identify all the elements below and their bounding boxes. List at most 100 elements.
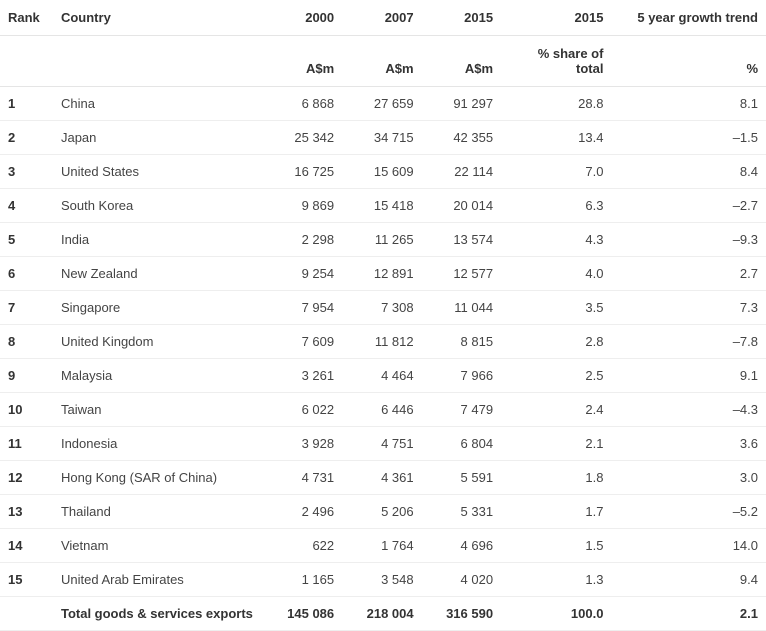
- cell-country: Malaysia: [53, 359, 263, 393]
- cell-2007: 11 265: [342, 223, 421, 257]
- cell-rank: 11: [0, 427, 53, 461]
- cell-country: South Korea: [53, 189, 263, 223]
- cell-2007: 27 659: [342, 87, 421, 121]
- cell-growth: –1.5: [611, 121, 766, 155]
- cell-2007: 12 891: [342, 257, 421, 291]
- table-row: 8United Kingdom7 60911 8128 8152.8–7.8: [0, 325, 766, 359]
- cell-share: 28.8: [501, 87, 611, 121]
- cell-growth: 7.3: [611, 291, 766, 325]
- cell-2000: 7 609: [263, 325, 342, 359]
- cell-country: New Zealand: [53, 257, 263, 291]
- cell-share: 13.4: [501, 121, 611, 155]
- cell-2007: 4 361: [342, 461, 421, 495]
- cell-2015: 11 044: [422, 291, 501, 325]
- cell-2015: 5 591: [422, 461, 501, 495]
- cell-rank: 7: [0, 291, 53, 325]
- cell-country: Singapore: [53, 291, 263, 325]
- cell-growth: 3.6: [611, 427, 766, 461]
- cell-country: Japan: [53, 121, 263, 155]
- cell-rank: 14: [0, 529, 53, 563]
- cell-growth: –4.3: [611, 393, 766, 427]
- cell-2000: 622: [263, 529, 342, 563]
- cell-2007: 15 609: [342, 155, 421, 189]
- cell-rank: 15: [0, 563, 53, 597]
- cell-country: Hong Kong (SAR of China): [53, 461, 263, 495]
- cell-rank: 9: [0, 359, 53, 393]
- cell-share: 2.8: [501, 325, 611, 359]
- cell-2000: 2 298: [263, 223, 342, 257]
- table-row: 11Indonesia3 9284 7516 8042.13.6: [0, 427, 766, 461]
- cell-2015: 7 479: [422, 393, 501, 427]
- cell-rank: 4: [0, 189, 53, 223]
- unit-country: [53, 36, 263, 87]
- cell-2007: 1 764: [342, 529, 421, 563]
- cell-2000: 7 954: [263, 291, 342, 325]
- unit-2000: A$m: [263, 36, 342, 87]
- cell-2015: 22 114: [422, 155, 501, 189]
- cell-rank: [0, 597, 53, 631]
- cell-2000: 6 868: [263, 87, 342, 121]
- unit-growth: %: [611, 36, 766, 87]
- header-row-1: Rank Country 2000 2007 2015 2015 5 year …: [0, 0, 766, 36]
- cell-rank: 12: [0, 461, 53, 495]
- cell-share: 1.7: [501, 495, 611, 529]
- col-rank: Rank: [0, 0, 53, 36]
- cell-country: Vietnam: [53, 529, 263, 563]
- cell-2000: 6 022: [263, 393, 342, 427]
- cell-2000: 3 928: [263, 427, 342, 461]
- cell-2000: 4 731: [263, 461, 342, 495]
- cell-2015: 13 574: [422, 223, 501, 257]
- exports-table-container: Rank Country 2000 2007 2015 2015 5 year …: [0, 0, 766, 631]
- cell-growth: 9.1: [611, 359, 766, 393]
- cell-country: Thailand: [53, 495, 263, 529]
- cell-country: Indonesia: [53, 427, 263, 461]
- table-header: Rank Country 2000 2007 2015 2015 5 year …: [0, 0, 766, 87]
- cell-2015: 91 297: [422, 87, 501, 121]
- cell-rank: 6: [0, 257, 53, 291]
- cell-share: 1.3: [501, 563, 611, 597]
- cell-rank: 1: [0, 87, 53, 121]
- cell-growth: 8.4: [611, 155, 766, 189]
- cell-growth: –9.3: [611, 223, 766, 257]
- cell-2000: 2 496: [263, 495, 342, 529]
- table-row: 2Japan25 34234 71542 35513.4–1.5: [0, 121, 766, 155]
- cell-2000: 145 086: [263, 597, 342, 631]
- cell-2015: 5 331: [422, 495, 501, 529]
- cell-growth: –5.2: [611, 495, 766, 529]
- cell-2000: 1 165: [263, 563, 342, 597]
- col-2000: 2000: [263, 0, 342, 36]
- cell-2007: 5 206: [342, 495, 421, 529]
- cell-growth: 2.1: [611, 597, 766, 631]
- cell-2015: 4 696: [422, 529, 501, 563]
- cell-country: China: [53, 87, 263, 121]
- cell-growth: 8.1: [611, 87, 766, 121]
- cell-rank: 2: [0, 121, 53, 155]
- cell-share: 2.4: [501, 393, 611, 427]
- table-row: 9Malaysia3 2614 4647 9662.59.1: [0, 359, 766, 393]
- cell-rank: 13: [0, 495, 53, 529]
- cell-2015: 4 020: [422, 563, 501, 597]
- table-row: 5India2 29811 26513 5744.3–9.3: [0, 223, 766, 257]
- cell-2007: 15 418: [342, 189, 421, 223]
- cell-share: 2.1: [501, 427, 611, 461]
- cell-2007: 7 308: [342, 291, 421, 325]
- table-row: 1China6 86827 65991 29728.88.1: [0, 87, 766, 121]
- cell-2007: 4 464: [342, 359, 421, 393]
- cell-country: United States: [53, 155, 263, 189]
- cell-2000: 25 342: [263, 121, 342, 155]
- cell-share: 6.3: [501, 189, 611, 223]
- table-row: 6New Zealand9 25412 89112 5774.02.7: [0, 257, 766, 291]
- table-row: 14Vietnam6221 7644 6961.514.0: [0, 529, 766, 563]
- cell-2015: 42 355: [422, 121, 501, 155]
- cell-growth: –7.8: [611, 325, 766, 359]
- cell-2007: 3 548: [342, 563, 421, 597]
- cell-share: 1.8: [501, 461, 611, 495]
- table-row: 13Thailand2 4965 2065 3311.7–5.2: [0, 495, 766, 529]
- col-share: 2015: [501, 0, 611, 36]
- table-body: 1China6 86827 65991 29728.88.12Japan25 3…: [0, 87, 766, 631]
- cell-2000: 16 725: [263, 155, 342, 189]
- table-row: 3United States16 72515 60922 1147.08.4: [0, 155, 766, 189]
- col-2007: 2007: [342, 0, 421, 36]
- cell-rank: 3: [0, 155, 53, 189]
- cell-share: 4.0: [501, 257, 611, 291]
